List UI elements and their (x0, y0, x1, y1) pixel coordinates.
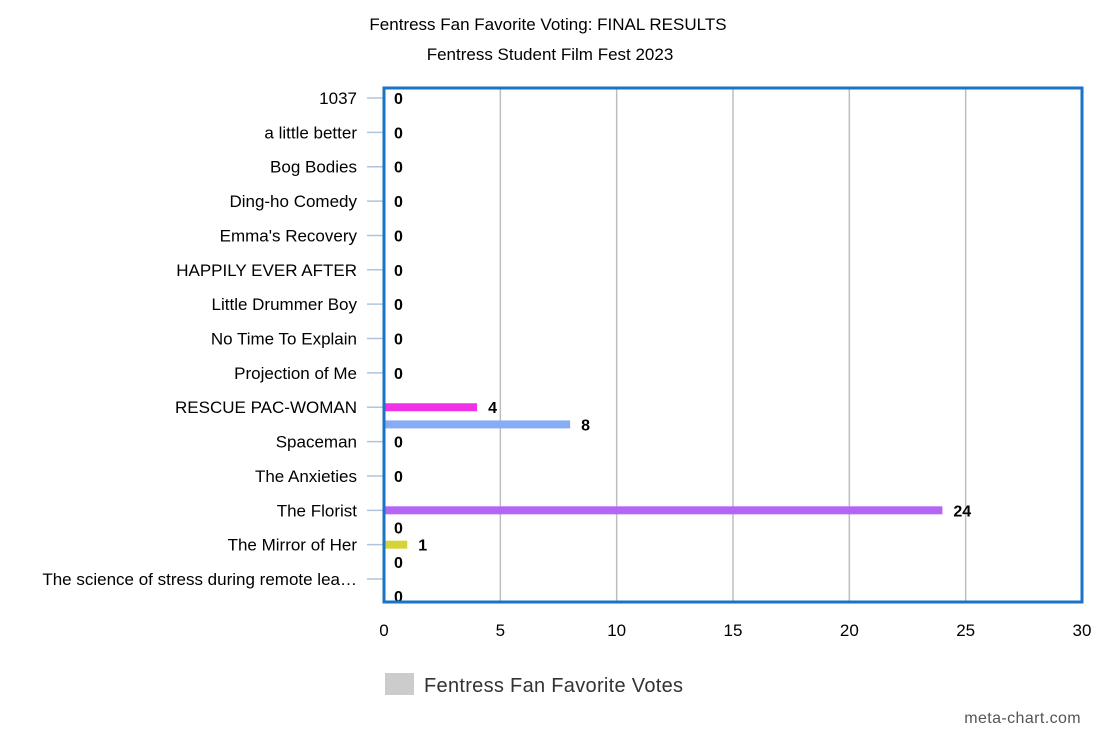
bar-value-label: 0 (394, 332, 403, 349)
category-label: The Anxieties (255, 467, 357, 486)
bar[interactable] (384, 540, 408, 549)
chart-subtitle: Fentress Student Film Fest 2023 (427, 45, 674, 64)
category-label: The science of stress during remote lea… (42, 570, 357, 589)
bar-value-label: 0 (394, 435, 403, 452)
x-tick-label: 25 (956, 621, 975, 640)
x-tick-label: 10 (607, 621, 626, 640)
chart-title: Fentress Fan Favorite Voting: FINAL RESU… (369, 15, 726, 34)
x-tick-label: 20 (840, 621, 859, 640)
bar-value-label: 0 (394, 263, 403, 280)
category-label: HAPPILY EVER AFTER (176, 261, 357, 280)
category-label: The Mirror of Her (228, 536, 358, 555)
gridlines (499, 88, 967, 602)
category-label: Projection of Me (234, 364, 357, 383)
bar-value-label: 0 (394, 228, 403, 245)
category-axis: 1037 a little better Bog Bodies Ding-ho Com… (42, 89, 384, 589)
value-axis: 0 5 10 15 20 25 30 (379, 621, 1091, 640)
plot-frame (382, 86, 1084, 604)
x-tick-label: 0 (379, 621, 388, 640)
legend[interactable]: Fentress Fan Favorite Votes (385, 673, 683, 697)
category-label: The Florist (277, 501, 358, 520)
bar-value-label: 0 (394, 194, 403, 211)
x-tick-label: 5 (496, 621, 505, 640)
category-label: Bog Bodies (270, 158, 357, 177)
category-label: 1037 (319, 89, 357, 108)
bar[interactable] (384, 506, 943, 515)
bar-value-label: 1 (418, 538, 427, 555)
bar-value-label: 0 (394, 160, 403, 177)
category-label: RESCUE PAC-WOMAN (175, 398, 357, 417)
bar-value-label: 0 (394, 91, 403, 108)
bar-value-label: 24 (953, 503, 971, 520)
legend-label: Fentress Fan Favorite Votes (424, 675, 683, 697)
bar-value-label: 0 (394, 589, 403, 606)
bar-value-label: 8 (581, 417, 590, 434)
bar-value-label: 0 (394, 469, 403, 486)
bar-value-label: 0 (394, 297, 403, 314)
category-label: Little Drummer Boy (212, 295, 358, 314)
category-label: Spaceman (276, 433, 357, 452)
bar-value-label: 0 (394, 555, 403, 572)
bar[interactable] (384, 420, 571, 429)
bar-value-label: 0 (394, 521, 403, 538)
x-tick-label: 15 (724, 621, 743, 640)
category-label: Emma's Recovery (220, 226, 358, 245)
bars (384, 403, 943, 549)
credit-text[interactable]: meta-chart.com (964, 710, 1081, 727)
bar-value-label: 0 (394, 125, 403, 142)
bar-value-label: 4 (488, 400, 497, 417)
bar-value-label: 0 (394, 366, 403, 383)
category-label: a little better (264, 123, 357, 142)
x-tick-label: 30 (1073, 621, 1092, 640)
category-label: Ding-ho Comedy (229, 192, 357, 211)
category-label: No Time To Explain (211, 330, 357, 349)
bar[interactable] (384, 403, 478, 412)
legend-swatch (385, 673, 414, 695)
